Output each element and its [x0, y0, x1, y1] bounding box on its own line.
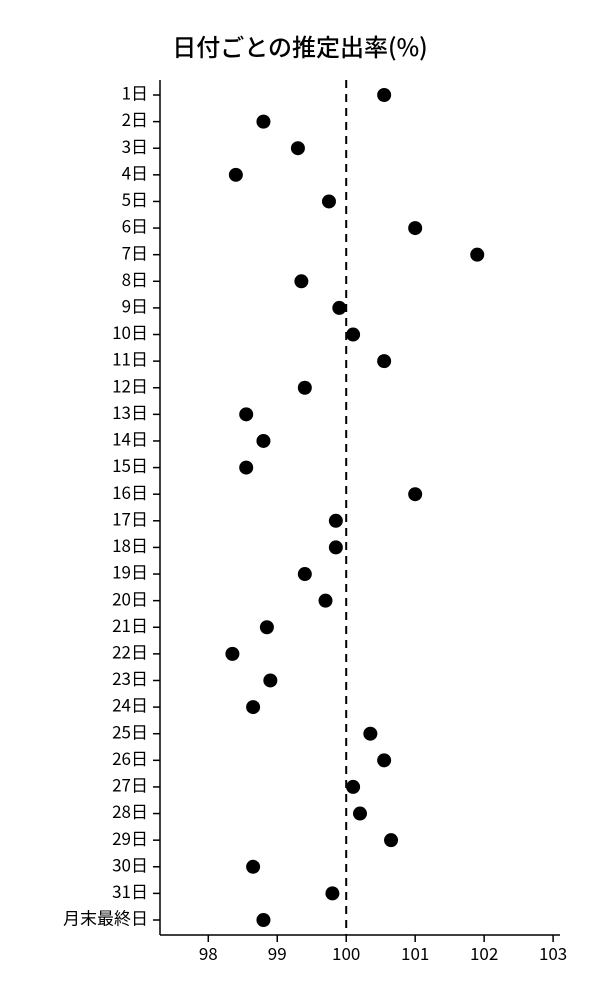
y-tick-label: 25日 [112, 718, 148, 743]
x-tick-label: 101 [401, 940, 429, 965]
y-tick-label: 12日 [112, 372, 148, 397]
y-tick-label: 20日 [112, 585, 148, 610]
data-point [246, 700, 260, 714]
data-point [332, 301, 346, 315]
y-tick-label: 18日 [112, 532, 148, 557]
chart-page: 日付ごとの推定出率(%) 1日2日3日4日5日6日7日8日9日10日11日12日… [0, 0, 600, 1000]
data-point [319, 594, 333, 608]
y-tick-label: 2日 [122, 106, 148, 131]
y-tick-label: 21日 [112, 612, 148, 637]
y-tick-label: 9日 [122, 293, 148, 318]
data-point [298, 381, 312, 395]
data-point [260, 620, 274, 634]
y-tick-label: 13日 [112, 399, 148, 424]
y-tick-label: 3日 [122, 133, 148, 158]
data-point [225, 647, 239, 661]
y-tick-label: 28日 [112, 798, 148, 823]
y-tick-label: 月末最終日 [63, 905, 148, 930]
data-point [408, 221, 422, 235]
data-point [353, 807, 367, 821]
data-point [239, 407, 253, 421]
data-point [363, 727, 377, 741]
data-point [377, 354, 391, 368]
data-point [329, 540, 343, 554]
y-tick-label: 26日 [112, 745, 148, 770]
data-point [256, 913, 270, 927]
data-point [256, 115, 270, 129]
y-tick-label: 11日 [112, 346, 148, 371]
y-tick-label: 19日 [112, 559, 148, 584]
y-tick-label: 23日 [112, 665, 148, 690]
x-tick-label: 98 [199, 940, 218, 965]
y-tick-label: 24日 [112, 692, 148, 717]
y-tick-label: 22日 [112, 638, 148, 663]
y-tick-label: 7日 [122, 239, 148, 264]
data-point [329, 514, 343, 528]
x-tick-label: 103 [539, 940, 567, 965]
y-tick-label: 4日 [122, 159, 148, 184]
x-tick-label: 100 [332, 940, 360, 965]
data-point [377, 753, 391, 767]
y-tick-label: 16日 [112, 479, 148, 504]
y-tick-label: 27日 [112, 772, 148, 797]
data-point [256, 434, 270, 448]
data-point [291, 141, 305, 155]
data-point [346, 328, 360, 342]
data-point [325, 886, 339, 900]
y-tick-label: 1日 [122, 80, 148, 105]
x-tick-label: 102 [470, 940, 498, 965]
data-point [384, 833, 398, 847]
data-point [229, 168, 243, 182]
data-point [322, 194, 336, 208]
chart-svg: 1日2日3日4日5日6日7日8日9日10日11日12日13日14日15日16日1… [0, 0, 600, 1000]
data-point [377, 88, 391, 102]
data-point [239, 461, 253, 475]
data-point [470, 248, 484, 262]
data-point [263, 673, 277, 687]
y-tick-label: 10日 [112, 319, 148, 344]
y-tick-label: 14日 [112, 426, 148, 451]
y-tick-label: 15日 [112, 452, 148, 477]
y-tick-label: 30日 [112, 851, 148, 876]
y-tick-label: 6日 [122, 213, 148, 238]
data-point [246, 860, 260, 874]
data-point [346, 780, 360, 794]
y-tick-label: 17日 [112, 505, 148, 530]
y-tick-label: 8日 [122, 266, 148, 291]
data-point [408, 487, 422, 501]
data-point [294, 274, 308, 288]
y-tick-label: 29日 [112, 825, 148, 850]
y-tick-label: 5日 [122, 186, 148, 211]
x-tick-label: 99 [268, 940, 287, 965]
y-tick-label: 31日 [112, 878, 148, 903]
data-point [298, 567, 312, 581]
